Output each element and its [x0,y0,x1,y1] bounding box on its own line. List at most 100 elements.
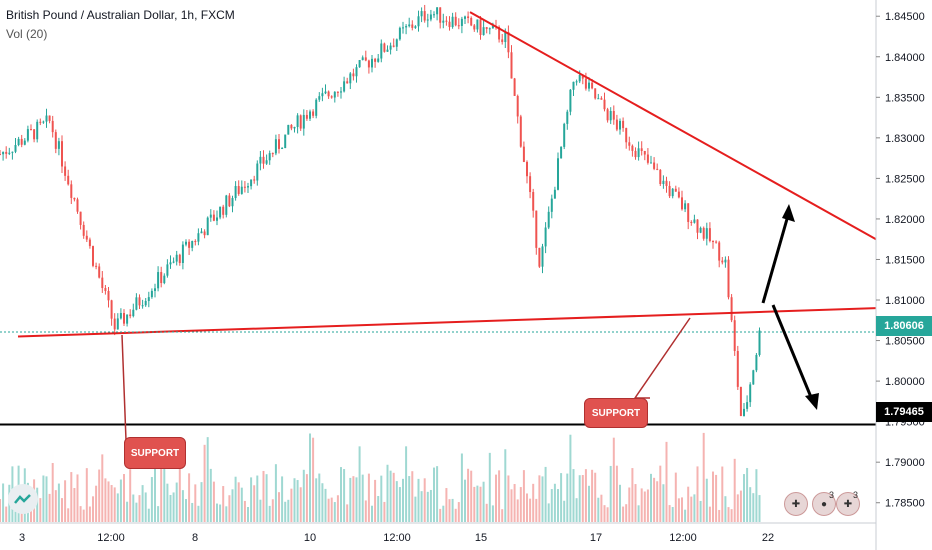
candle-body [0,154,1,156]
candle-body [98,266,101,278]
candle-body [76,199,79,212]
candle-body [659,169,662,185]
candle-body [398,27,401,40]
volume-bar [327,498,330,522]
down-arrow[interactable] [771,304,819,410]
volume-bar [73,488,76,522]
volume-bar [302,469,305,522]
event-count: 3 [829,490,835,500]
volume-bar [526,493,528,522]
candle-body [64,166,67,176]
volume-bar [674,472,677,522]
volume-bar [312,437,315,522]
volume-bar [172,492,175,522]
volume-bar [476,485,479,522]
candle-body [526,161,528,177]
calendar-event-icon[interactable]: ● [812,492,836,516]
price-tick-label: 1.83000 [885,133,925,145]
volume-bar [426,491,429,522]
candle-body [219,206,222,218]
volume-bar [2,483,5,522]
volume-bar [495,474,497,522]
volume-indicator-label[interactable]: Vol (20) [6,27,48,41]
volume-bar [646,489,649,522]
ascending-support-line[interactable] [17,307,877,338]
volume-bar [268,505,271,522]
volume-bar [696,466,699,522]
candle-body [247,186,249,188]
candle-body [522,146,525,162]
volume-bar [355,477,358,522]
candle-body [119,313,122,319]
candle-body [684,203,687,210]
volume-bar [671,507,674,522]
volume-bar [550,489,553,522]
volume-bar [643,491,646,522]
volume-bar [290,488,293,522]
volume-bar [194,484,197,522]
volume-bar [724,496,727,522]
candle-body [631,145,634,151]
candle-body [188,241,191,248]
uk-flag-icon[interactable]: ✚ [784,492,808,516]
volume-bar [609,465,612,522]
candle-body [126,314,129,324]
time-tick-label: 8 [192,532,198,544]
candle-body [88,239,91,247]
up-arrow[interactable] [761,204,795,304]
candle-body [584,78,587,89]
candle-body [191,241,194,248]
candle-body [352,73,355,77]
volume-bar [340,467,342,522]
uk-flag-icon[interactable]: ✚ [836,492,860,516]
volume-bar [423,478,426,522]
candle-body [730,297,733,321]
volume-bar [733,458,736,522]
candle-body [433,14,435,16]
candle-body [364,57,367,61]
support-callout-1[interactable]: SUPPORT [124,437,186,469]
candle-body [445,20,448,22]
candle-body [166,264,169,276]
candle-body [104,288,107,291]
candle-body [358,60,361,68]
volume-bar [491,505,494,522]
volume-bar [395,481,398,522]
candle-body [278,139,280,149]
volume-bar [358,446,361,522]
candle-body [23,140,26,145]
volume-bar [414,496,417,522]
volume-bar [64,480,67,522]
volume-bar [560,473,563,522]
tradingview-logo-icon[interactable] [8,484,38,514]
volume-bar [160,466,163,522]
candle-body [681,197,683,210]
candle-body [57,141,60,149]
candle-body [712,241,714,243]
candle-body [209,214,212,218]
candle-body [600,98,603,100]
candle-body [557,158,559,190]
candle-body [721,260,724,263]
volume-bar [563,500,566,522]
candle-body [690,221,693,223]
candle-body [92,246,94,266]
candle-body [330,96,333,98]
candle-body [321,93,324,97]
volume-bar [178,468,181,522]
volume-bar [460,453,463,522]
volume-bar [547,503,550,522]
candle-body [485,27,488,29]
candle-body [8,152,11,154]
volume-bar [287,499,290,522]
volume-bar [181,490,184,522]
volume-bar [321,483,324,522]
candle-body [758,330,761,355]
candle-body [628,142,631,146]
candle-body [544,227,547,247]
volume-bar [705,478,708,522]
support-callout-2[interactable]: SUPPORT [584,398,648,428]
volume-bar [98,469,101,522]
volume-bar [544,466,547,522]
descending-resistance-line[interactable] [469,11,877,241]
